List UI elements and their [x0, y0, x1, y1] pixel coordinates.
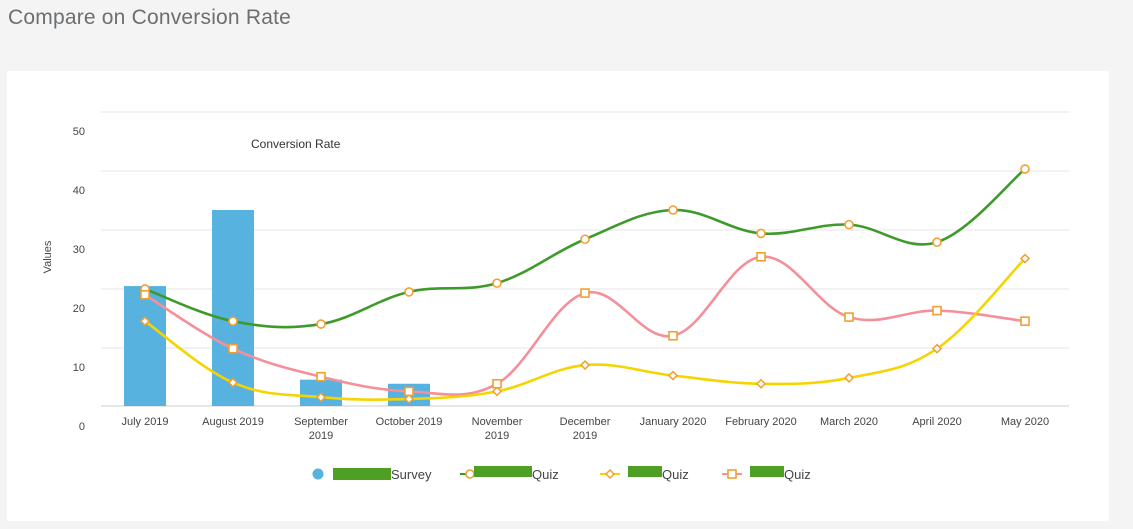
point-marker[interactable] [932, 237, 942, 247]
legend: Survey Quiz Quiz Quiz [312, 466, 811, 482]
point-marker[interactable] [404, 287, 414, 297]
x-tick-label: August 2019 [202, 416, 264, 428]
y-axis-label: Values [42, 240, 54, 273]
line-series [139, 164, 1031, 405]
point-marker[interactable] [1020, 316, 1030, 326]
legend-label: Quiz [784, 467, 811, 482]
x-tick-label: January 2020 [640, 416, 707, 428]
point-marker[interactable] [404, 386, 414, 397]
point-marker[interactable] [755, 378, 767, 389]
legend-item[interactable]: Quiz [722, 466, 811, 482]
x-tick-label: November 2019 [472, 416, 523, 442]
chart-card: 0 10 20 30 40 50 Values Conversion Rate July … [7, 71, 1109, 521]
y-axis-ticks: 0 10 20 30 40 50 [73, 126, 85, 433]
y-tick-label: 50 [73, 126, 85, 138]
page-title: Compare on Conversion Rate [8, 6, 292, 29]
bar[interactable] [124, 286, 166, 406]
point-marker[interactable] [492, 278, 502, 288]
series-line[interactable] [144, 257, 1026, 401]
point-marker[interactable] [492, 378, 502, 389]
bar-series [124, 210, 430, 406]
chart-title: Conversion Rate [251, 137, 341, 151]
x-tick-label: October 2019 [376, 416, 443, 428]
point-marker[interactable] [140, 290, 150, 300]
x-tick-label: February 2020 [725, 416, 797, 428]
gridlines [101, 111, 1069, 407]
point-marker[interactable] [316, 319, 326, 329]
point-marker[interactable] [580, 234, 590, 245]
point-marker[interactable] [756, 252, 766, 262]
x-tick-label: April 2020 [912, 416, 962, 428]
point-marker[interactable] [844, 219, 854, 230]
point-marker[interactable] [1020, 164, 1030, 174]
point-marker[interactable] [756, 228, 766, 239]
legend-item[interactable]: Quiz [600, 466, 689, 482]
point-marker[interactable] [403, 393, 415, 405]
point-marker[interactable] [315, 392, 327, 403]
point-marker[interactable] [668, 330, 678, 341]
legend-symbol [312, 468, 324, 480]
x-tick-label: July 2019 [121, 416, 168, 428]
legend-item[interactable]: Quiz [460, 466, 559, 482]
y-tick-label: 30 [73, 244, 85, 256]
point-marker[interactable] [228, 316, 238, 326]
bar[interactable] [212, 210, 254, 406]
point-marker[interactable] [580, 288, 590, 298]
point-marker[interactable] [228, 343, 238, 354]
y-tick-label: 20 [73, 303, 85, 315]
point-marker[interactable] [844, 312, 854, 322]
point-marker[interactable] [667, 370, 679, 381]
legend-label: Quiz [532, 467, 559, 482]
point-marker[interactable] [668, 205, 678, 215]
redaction-block [750, 466, 784, 477]
redaction-block [628, 466, 662, 477]
legend-item[interactable]: Survey [312, 467, 432, 482]
y-tick-label: 40 [73, 185, 85, 197]
series-line[interactable] [144, 168, 1026, 329]
point-marker[interactable] [316, 371, 326, 382]
y-tick-label: 0 [79, 421, 85, 433]
x-tick-label: December 2019 [560, 416, 611, 442]
conversion-rate-chart: 0 10 20 30 40 50 Values Conversion Rate July … [42, 111, 1069, 482]
point-marker[interactable] [843, 372, 855, 383]
legend-symbol [465, 469, 475, 479]
legend-label: Quiz [662, 467, 689, 482]
point-marker[interactable] [139, 316, 151, 327]
point-marker[interactable] [491, 386, 503, 397]
x-axis-ticks: July 2019 August 2019 September 2019 October… [121, 416, 1049, 442]
x-tick-label: March 2020 [820, 416, 878, 428]
point-marker[interactable] [1019, 253, 1031, 264]
redaction-block [474, 466, 532, 477]
y-tick-label: 10 [73, 362, 85, 374]
redaction-block [333, 468, 391, 480]
legend-symbol [604, 468, 616, 480]
legend-symbol [727, 469, 737, 479]
point-marker[interactable] [579, 359, 591, 371]
x-tick-label: September 2019 [294, 416, 348, 442]
point-marker[interactable] [227, 377, 239, 388]
x-tick-label: May 2020 [1001, 416, 1049, 428]
point-marker[interactable] [932, 305, 942, 316]
point-marker[interactable] [931, 343, 943, 354]
legend-label: Survey [391, 467, 432, 482]
